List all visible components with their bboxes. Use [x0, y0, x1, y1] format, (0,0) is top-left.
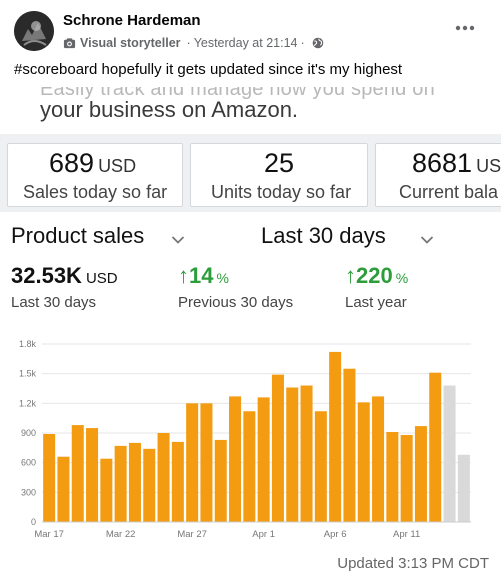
- x-tick-label: Apr 11: [393, 529, 420, 540]
- y-tick-label: 600: [21, 458, 36, 468]
- chart-bar[interactable]: [186, 403, 199, 522]
- hashtag-link[interactable]: #scoreboard: [14, 61, 98, 78]
- image-cut-text: Easily track and manage how you spend on: [40, 87, 435, 100]
- stat-number: 25: [264, 148, 295, 178]
- author-name[interactable]: Schrone Hardeman: [63, 12, 201, 29]
- visual-storyteller-badge-icon: [63, 37, 76, 48]
- stat-value: 8681 US: [412, 148, 501, 179]
- stat-value: 689 USD: [49, 148, 136, 179]
- x-tick-label: Mar 27: [177, 529, 207, 540]
- globe-icon: [312, 37, 323, 49]
- chart-bar[interactable]: [57, 456, 70, 522]
- post-image[interactable]: Easily track and manage how you spend on…: [0, 87, 501, 579]
- post-header: Schrone Hardeman Visual storyteller · Ye…: [0, 0, 501, 60]
- metric-dropdown[interactable]: Product sales: [11, 223, 145, 248]
- kpi-label: Last year: [345, 294, 407, 311]
- stat-unit: US: [476, 156, 501, 176]
- range-dropdown[interactable]: Last 30 days: [261, 223, 386, 248]
- chart-bar[interactable]: [286, 387, 299, 522]
- x-tick-label: Apr 1: [252, 529, 275, 540]
- chart-bar[interactable]: [71, 425, 84, 522]
- kpi-total: 32.53K USD: [11, 263, 118, 289]
- kpi-label: Previous 30 days: [178, 294, 294, 311]
- chart-bar[interactable]: [114, 445, 127, 522]
- chart-bar[interactable]: [100, 458, 113, 522]
- chart-bar[interactable]: [257, 397, 270, 522]
- arrow-up-icon: ↑: [345, 263, 356, 288]
- chart-bar[interactable]: [414, 426, 427, 522]
- chart-bar[interactable]: [400, 434, 413, 522]
- chart-bar[interactable]: [357, 402, 370, 522]
- chart-bar[interactable]: [314, 411, 327, 522]
- x-tick-label: Mar 17: [34, 529, 64, 540]
- updated-timestamp: Updated 3:13 PM CDT: [337, 555, 489, 572]
- post-meta: Visual storyteller · Yesterday at 21:14 …: [63, 35, 324, 51]
- more-options-button[interactable]: [448, 14, 482, 42]
- chart-bar[interactable]: [86, 428, 99, 522]
- filters-row: Product sales Last 30 days: [0, 213, 501, 253]
- chart-bar[interactable]: [386, 432, 399, 522]
- stat-number: 689: [49, 148, 95, 178]
- post-timestamp[interactable]: Yesterday at 21:14: [193, 36, 298, 50]
- stat-card-units: 25 Units today so far: [190, 143, 368, 207]
- chart-bar[interactable]: [200, 403, 213, 522]
- kpi-number: 220: [356, 263, 393, 288]
- chart-bar[interactable]: [171, 441, 184, 522]
- chart-bar[interactable]: [214, 439, 227, 522]
- chart-bar[interactable]: [43, 433, 56, 522]
- chart-bar[interactable]: [457, 454, 470, 522]
- kpi-number: 32.53K: [11, 263, 82, 288]
- chart-bar[interactable]: [443, 385, 456, 522]
- arrow-up-icon: ↑: [178, 263, 189, 288]
- post-body-text: hopefully it gets updated since it's my …: [97, 61, 403, 78]
- chart-bar[interactable]: [329, 351, 342, 522]
- chart-bar[interactable]: [372, 396, 385, 522]
- chart-bar[interactable]: [429, 372, 442, 522]
- kpi-unit: USD: [85, 270, 118, 287]
- kpi-label: Last 30 days: [11, 294, 97, 311]
- chart-bar[interactable]: [343, 368, 356, 522]
- stat-card-balance: 8681 US Current bala: [375, 143, 501, 207]
- chart-bar[interactable]: [229, 396, 242, 522]
- x-tick-label: Mar 22: [106, 529, 136, 540]
- chevron-down-icon[interactable]: [420, 235, 434, 245]
- chart-bar[interactable]: [271, 374, 284, 522]
- stat-number: 8681: [412, 148, 473, 178]
- chevron-down-icon[interactable]: [171, 235, 185, 245]
- y-tick-label: 1.8k: [19, 339, 37, 349]
- author-role[interactable]: Visual storyteller: [80, 36, 181, 50]
- stat-value: 25: [264, 148, 294, 179]
- stat-label: Sales today so far: [23, 182, 168, 202]
- meta-separator: ·: [186, 36, 191, 50]
- kpi-prev-30: ↑14%: [178, 263, 229, 289]
- kpi-unit: %: [216, 270, 229, 286]
- chart-bar[interactable]: [243, 411, 256, 522]
- y-tick-label: 1.5k: [19, 369, 37, 379]
- avatar[interactable]: [14, 11, 54, 51]
- y-tick-label: 0: [31, 517, 36, 527]
- stat-unit: USD: [98, 156, 137, 176]
- image-header-area: Easily track and manage how you spend on…: [0, 87, 501, 137]
- y-tick-label: 1.2k: [19, 398, 37, 408]
- avatar-image: [14, 11, 54, 51]
- kpi-number: 14: [189, 263, 214, 288]
- post-text: #scoreboard hopefully it gets updated si…: [14, 61, 402, 78]
- kpi-unit: %: [395, 270, 409, 286]
- stat-label: Current bala: [399, 182, 499, 202]
- y-tick-label: 300: [21, 487, 36, 497]
- stat-label: Units today so far: [211, 182, 352, 202]
- meta-separator-2: ·: [300, 36, 305, 50]
- more-options-icon: [455, 25, 475, 31]
- y-tick-label: 900: [21, 428, 36, 438]
- kpi-last-year: ↑220%: [345, 263, 408, 289]
- image-headline: your business on Amazon.: [40, 97, 299, 122]
- chart-bar[interactable]: [157, 433, 170, 522]
- sales-bar-chart: 0 300 600 900 1.2k 1.5k 1.8k Mar 17 Mar 22 Mar 27…: [19, 339, 471, 540]
- chart-bar[interactable]: [143, 448, 156, 522]
- chart-bar[interactable]: [128, 442, 141, 522]
- stat-card-sales: 689 USD Sales today so far: [7, 143, 183, 207]
- x-tick-label: Apr 6: [324, 529, 347, 540]
- chart-bar[interactable]: [300, 385, 313, 522]
